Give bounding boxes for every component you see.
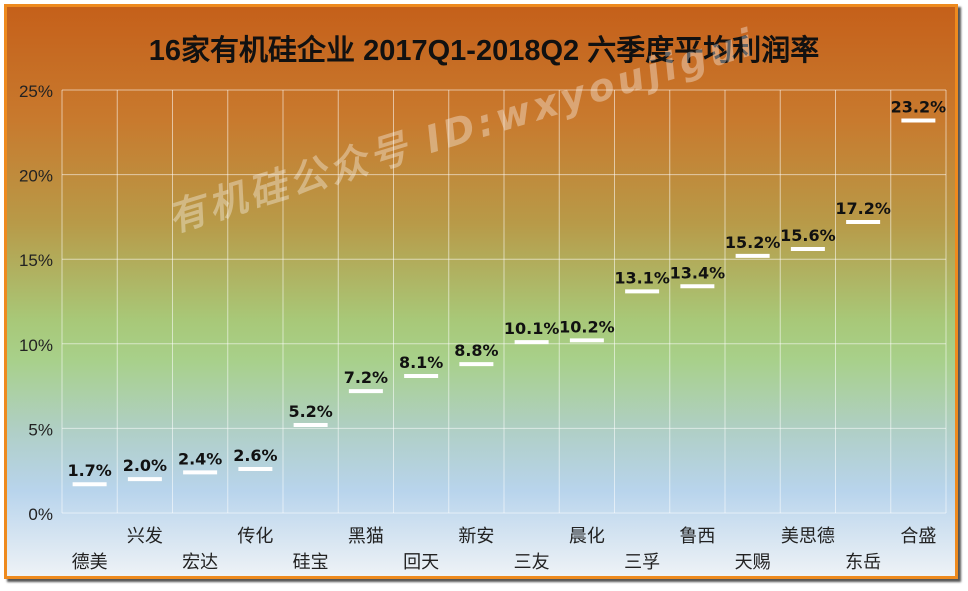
- data-label: 7.2%: [344, 368, 388, 387]
- x-tick-label: 合盛: [900, 526, 936, 547]
- x-tick-label: 硅宝: [293, 552, 329, 573]
- data-label: 23.2%: [891, 97, 947, 116]
- x-tick-label: 回天: [403, 552, 439, 573]
- x-tick-label: 德美: [72, 552, 108, 573]
- x-tick-label: 美思德: [781, 526, 835, 547]
- data-label: 5.2%: [288, 402, 332, 421]
- data-label: 13.1%: [614, 268, 670, 287]
- x-tick-label: 鲁西: [679, 526, 715, 547]
- chart-frame: [4, 4, 958, 579]
- chart-title: 16家有机硅企业 2017Q1-2018Q2 六季度平均利润率: [148, 35, 820, 67]
- x-tick-label: 天赐: [735, 552, 771, 573]
- x-tick-label: 晨化: [569, 526, 605, 547]
- data-label: 10.2%: [559, 317, 615, 336]
- data-label: 15.6%: [780, 226, 836, 245]
- x-tick-label: 宏达: [182, 552, 218, 573]
- data-label: 10.1%: [504, 319, 560, 338]
- x-tick-label: 传化: [237, 526, 273, 547]
- data-label: 13.4%: [670, 263, 726, 282]
- data-label: 15.2%: [725, 233, 781, 252]
- y-tick-label: 25%: [19, 82, 53, 101]
- x-tick-label: 东岳: [845, 552, 881, 573]
- y-tick-label: 0%: [28, 505, 53, 524]
- data-label: 17.2%: [835, 199, 891, 218]
- x-tick-label: 黑猫: [348, 526, 384, 547]
- y-tick-label: 20%: [19, 167, 53, 186]
- data-label: 2.0%: [123, 456, 167, 475]
- y-tick-label: 5%: [28, 420, 53, 439]
- x-tick-label: 三友: [514, 552, 550, 573]
- data-label: 8.1%: [399, 353, 443, 372]
- x-tick-label: 三孚: [624, 552, 660, 573]
- data-label: 1.7%: [67, 461, 111, 480]
- data-label: 8.8%: [454, 341, 498, 360]
- data-label: 2.4%: [178, 449, 222, 468]
- y-tick-label: 15%: [19, 251, 53, 270]
- x-tick-label: 新安: [458, 526, 494, 547]
- data-label: 2.6%: [233, 446, 277, 465]
- x-tick-label: 兴发: [127, 526, 163, 547]
- y-tick-label: 10%: [19, 336, 53, 355]
